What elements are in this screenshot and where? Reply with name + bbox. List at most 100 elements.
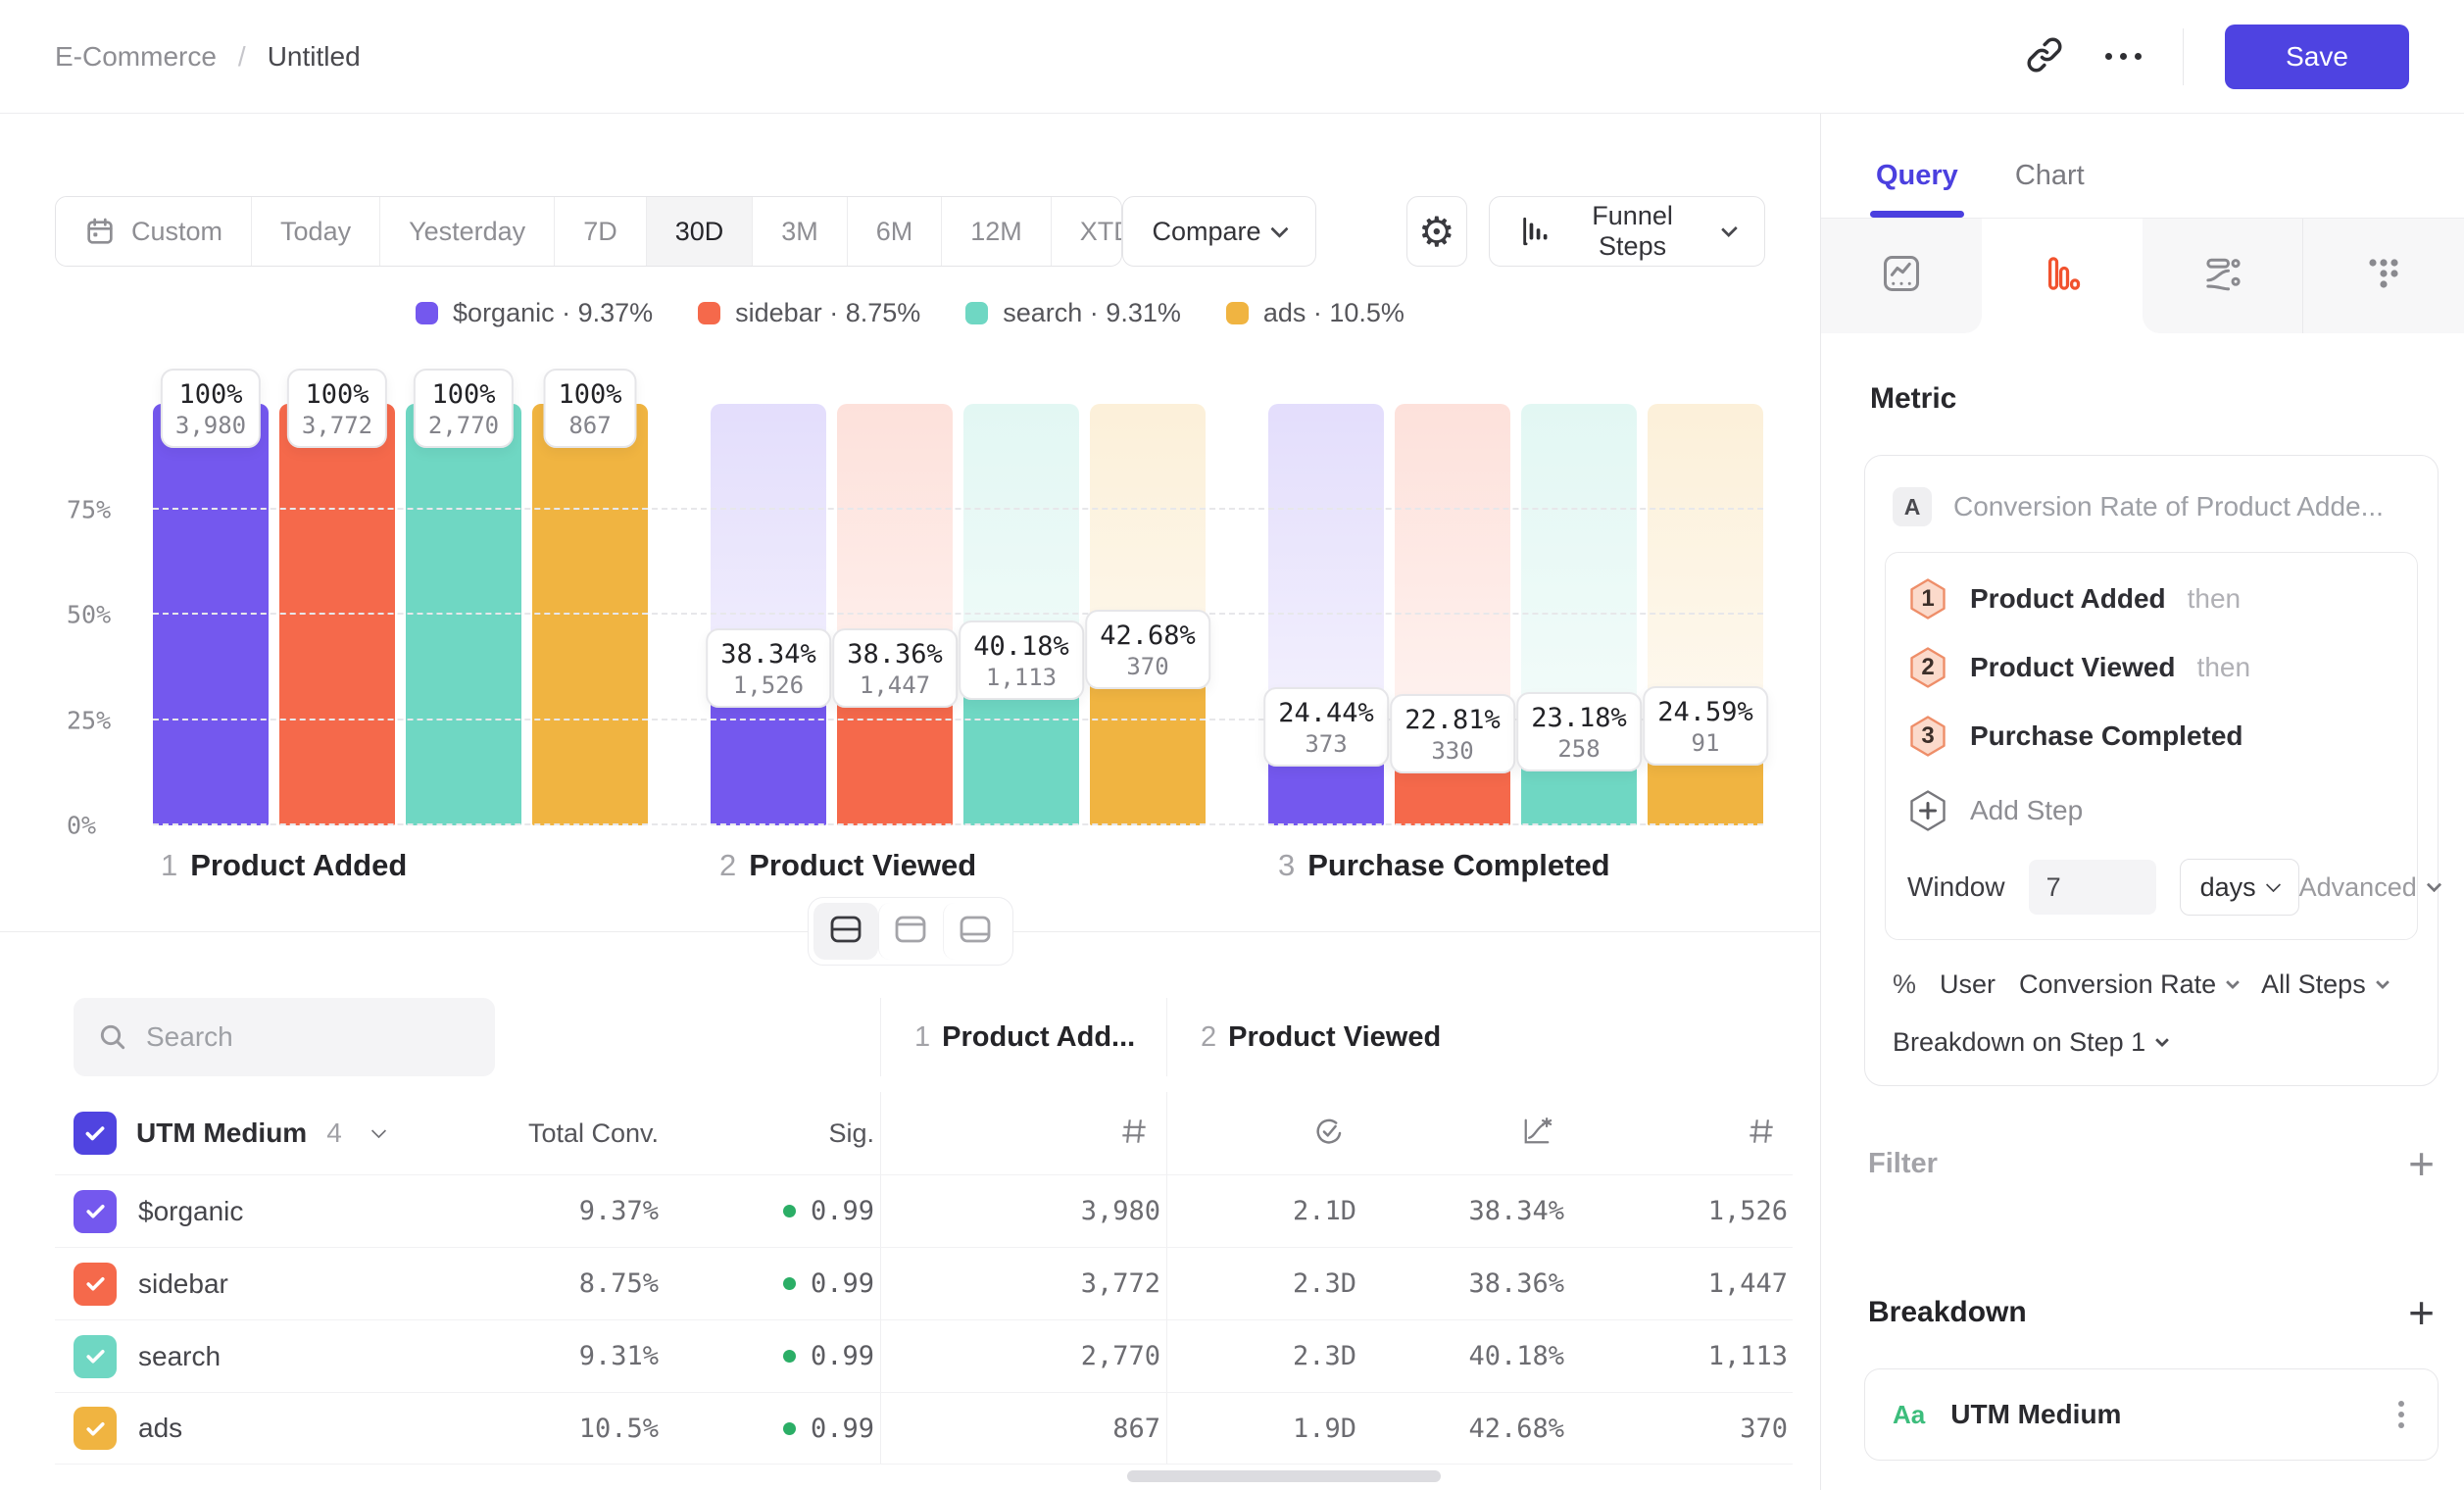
group-by-label[interactable]: UTM Medium: [136, 1118, 307, 1149]
funnel-chart: 100% 3,980 100% 3,772 100% 2,770 100% 86…: [55, 329, 1765, 825]
column-header-total-conversion[interactable]: Total Conv.: [528, 1118, 665, 1149]
select-all-checkbox[interactable]: [74, 1112, 117, 1155]
row-checkbox[interactable]: [74, 1335, 117, 1378]
breakdown-item[interactable]: Aa UTM Medium: [1864, 1368, 2439, 1461]
legend-item[interactable]: search · 9.31%: [965, 298, 1181, 328]
breadcrumb-project[interactable]: E-Commerce: [55, 41, 217, 73]
chart-settings-button[interactable]: ⚙: [1406, 196, 1468, 267]
funnel-bar[interactable]: 24.59% 91: [1648, 404, 1763, 825]
table-row[interactable]: $organic 9.37% 0.99 3,980 2.1D 38.34% 1,…: [55, 1174, 1793, 1247]
legend-swatch: [416, 302, 438, 324]
date-range-option-3m[interactable]: 3M: [753, 197, 848, 266]
significance-value: 0.99: [811, 1196, 874, 1226]
y-axis-tick-label: 50%: [67, 601, 141, 629]
date-range-option-30d[interactable]: 30D: [647, 197, 754, 266]
column-header-significance[interactable]: Sig.: [828, 1118, 880, 1149]
legend-item[interactable]: ads · 10.5%: [1226, 298, 1404, 328]
funnel-bar[interactable]: 24.44% 373: [1268, 404, 1384, 825]
add-step-button[interactable]: Add Step: [1907, 788, 2395, 833]
measure-entity[interactable]: User: [1940, 969, 1996, 1000]
tab-insights[interactable]: [1821, 219, 1982, 333]
bar-count: 258: [1531, 735, 1627, 763]
column-header-avg-time[interactable]: [1166, 1092, 1362, 1174]
row-checkbox[interactable]: [74, 1190, 117, 1233]
breadcrumb-current[interactable]: Untitled: [268, 41, 361, 73]
column-header-conversion-rate[interactable]: [1519, 1114, 1570, 1154]
conversion-chart-icon: [1519, 1114, 1554, 1154]
date-range-option-xtd[interactable]: XTD: [1052, 197, 1122, 266]
legend-item[interactable]: sidebar · 8.75%: [698, 298, 920, 328]
bar-count: 370: [1100, 653, 1196, 680]
metric-title: Conversion Rate of Product Adde...: [1953, 491, 2384, 522]
share-link-button[interactable]: [2025, 35, 2064, 77]
save-button[interactable]: Save: [2225, 25, 2409, 89]
funnel-bar[interactable]: 100% 3,772: [279, 404, 395, 825]
funnel-bar[interactable]: 42.68% 370: [1090, 404, 1206, 825]
column-header-count[interactable]: [880, 1092, 1166, 1174]
add-filter-button[interactable]: +: [2408, 1141, 2435, 1186]
table-row[interactable]: search 9.31% 0.99 2,770 2.3D 40.18% 1,11…: [55, 1319, 1793, 1392]
table-row[interactable]: sidebar 8.75% 0.99 3,772 2.3D 38.36% 1,4…: [55, 1247, 1793, 1319]
main-layout: CustomTodayYesterday7D30D3M6M12MXTD Comp…: [0, 114, 2464, 1490]
window-unit-select[interactable]: days: [2180, 859, 2299, 916]
funnel-icon: [2041, 252, 2084, 300]
legend-label: $organic · 9.37%: [453, 298, 653, 328]
funnel-bar-label: 100% 3,772: [287, 369, 387, 448]
date-range-option-12m[interactable]: 12M: [942, 197, 1052, 266]
funnel-step-row[interactable]: 1 Product Added then: [1907, 576, 2395, 621]
chevron-down-icon[interactable]: [371, 1122, 387, 1138]
funnel-step-label: 1 Product Added: [153, 845, 648, 886]
funnel-bar[interactable]: 100% 867: [532, 404, 648, 825]
metric-title-row[interactable]: A Conversion Rate of Product Adde...: [1885, 477, 2418, 540]
step-number: 1: [914, 1021, 930, 1054]
tab-retention[interactable]: [2303, 219, 2464, 333]
window-value-input[interactable]: [2029, 860, 2156, 915]
view-table-only-button[interactable]: [943, 903, 1008, 960]
date-range-option-today[interactable]: Today: [252, 197, 380, 266]
funnel-bar[interactable]: 38.34% 1,526: [711, 404, 826, 825]
breakdown-on-step-select[interactable]: Breakdown on Step 1: [1893, 1027, 2410, 1058]
filter-label: Filter: [1868, 1148, 1938, 1180]
funnel-bar[interactable]: 23.18% 258: [1521, 404, 1637, 825]
row-checkbox[interactable]: [74, 1407, 117, 1450]
date-range-option-yesterday[interactable]: Yesterday: [380, 197, 555, 266]
funnel-bar[interactable]: 22.81% 330: [1395, 404, 1510, 825]
horizontal-scrollbar-thumb[interactable]: [1127, 1470, 1441, 1482]
view-split-button[interactable]: [813, 903, 878, 960]
chart-type-button[interactable]: Funnel Steps: [1489, 196, 1765, 267]
measure-scope-select[interactable]: All Steps: [2261, 969, 2388, 1000]
funnel-bar[interactable]: 38.36% 1,447: [837, 404, 953, 825]
breakdown-on-label: Breakdown on Step 1: [1893, 1027, 2145, 1058]
funnel-bar[interactable]: 100% 2,770: [406, 404, 521, 825]
date-range-option-7d[interactable]: 7D: [555, 197, 647, 266]
tab-funnels[interactable]: [1982, 219, 2143, 333]
compare-button[interactable]: Compare: [1122, 196, 1316, 267]
row-checkbox[interactable]: [74, 1263, 117, 1306]
more-menu-button[interactable]: [2105, 53, 2142, 60]
tab-query[interactable]: Query: [1876, 160, 1958, 218]
date-range-option-custom[interactable]: Custom: [56, 197, 252, 266]
funnel-step-row[interactable]: 3 Purchase Completed: [1907, 714, 2395, 759]
legend-item[interactable]: $organic · 9.37%: [416, 298, 653, 328]
table-row[interactable]: ads 10.5% 0.99 867 1.9D 42.68% 370: [55, 1392, 1793, 1465]
funnel-bar[interactable]: 40.18% 1,113: [963, 404, 1079, 825]
funnel-bar[interactable]: 100% 3,980: [153, 404, 269, 825]
view-chart-only-button[interactable]: [878, 903, 943, 960]
cell-significance: 0.99: [783, 1268, 880, 1299]
search-input[interactable]: [146, 1021, 471, 1053]
column-header-converted-count[interactable]: [1745, 1115, 1794, 1153]
tab-chart[interactable]: Chart: [2015, 160, 2085, 218]
table-search: [74, 998, 495, 1076]
funnel-step-labels: 1 Product Added 2 Product Viewed 3 Purch…: [153, 845, 1765, 886]
cell-total-conversion: 8.75%: [579, 1268, 665, 1299]
tab-flows[interactable]: [2143, 219, 2303, 333]
date-range-option-6m[interactable]: 6M: [848, 197, 943, 266]
header-divider: [2183, 28, 2184, 85]
add-breakdown-button[interactable]: +: [2408, 1290, 2435, 1335]
funnel-step-row[interactable]: 2 Product Viewed then: [1907, 645, 2395, 690]
cell-converted-count: 1,526: [1708, 1196, 1794, 1226]
significance-dot: [783, 1277, 796, 1290]
advanced-toggle[interactable]: Advanced: [2299, 872, 2439, 903]
measure-metric-select[interactable]: Conversion Rate: [2019, 969, 2238, 1000]
kebab-menu-icon[interactable]: [2392, 1395, 2410, 1434]
